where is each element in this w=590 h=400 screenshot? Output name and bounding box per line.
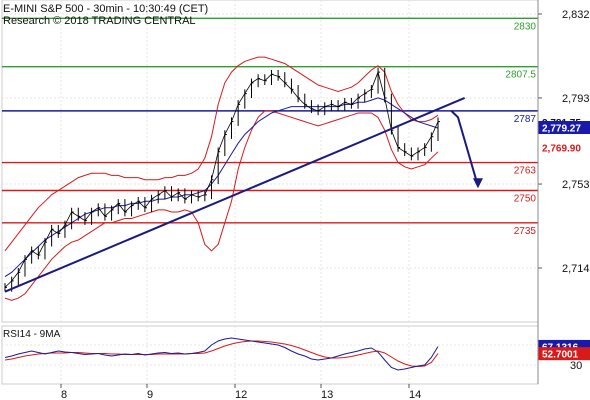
level-label: 2735 [514,226,537,237]
x-tick-label: 9 [147,389,153,400]
ma-value-badge-label: 2,779.27 [542,124,581,135]
chart-title: E-MINI S&P 500 - 30min - 10:30:49 (CET) [3,3,208,15]
price-tick-label: 2,832 [562,9,590,21]
projection-arrow-head [472,178,483,189]
level-label: 2750 [514,194,537,205]
level-label: 2807.5 [505,70,536,81]
price-tick-label: 2,753 [562,179,590,191]
x-tick-label: 12 [235,389,247,400]
trendline [4,97,466,293]
level-label: 2763 [514,166,537,177]
rsi-series-layer [4,337,439,371]
price-line [4,70,439,288]
bollinger-lower-line [4,110,439,301]
moving-average-line [4,97,439,278]
ma-value-badge-box [538,121,590,135]
rsi-ma-line [4,340,439,368]
level-label: 2830 [514,21,537,32]
rsi-tick-label: 30 [570,360,582,372]
price-series-layer [4,56,483,301]
rsi-title: RSI14 - 9MA [3,329,61,340]
level-label: 2787 [514,114,537,125]
rsi-ma-value-badge-box [538,347,590,361]
x-tick-label: 13 [321,389,333,400]
rsi-grid [1,325,539,385]
band-value-badge-label: 2,769.90 [542,144,581,155]
x-tick-label: 14 [409,389,421,400]
rsi-line [4,337,439,371]
rsi-ma-value-badge-label: 52.7001 [542,350,579,361]
chart-subtitle: Research © 2018 TRADING CENTRAL [3,15,196,27]
price-tick-label: 2,714 [562,263,590,275]
price-tick-label: 2,793 [562,93,590,105]
x-tick-label: 8 [61,389,67,400]
badge-layer: 2,781.752,779.272,769.9067.131652.7001 [538,115,590,361]
band-value-badge-box [538,141,590,155]
projection-arrow-line [450,110,479,187]
bollinger-upper-line [4,56,439,252]
